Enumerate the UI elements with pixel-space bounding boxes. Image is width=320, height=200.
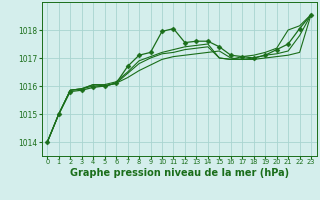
X-axis label: Graphe pression niveau de la mer (hPa): Graphe pression niveau de la mer (hPa): [70, 168, 289, 178]
